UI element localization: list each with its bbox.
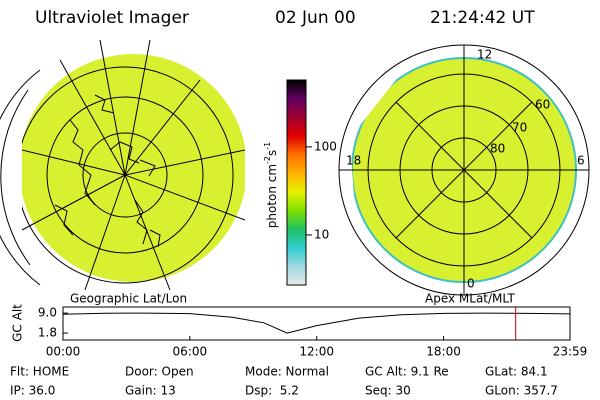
mlat-label: 70 xyxy=(512,121,527,135)
x-tick-label: 18:00 xyxy=(426,345,461,359)
y-axis-label: GC Alt xyxy=(11,304,25,342)
mlt-label: 0 xyxy=(467,277,475,291)
x-tick-label: 06:00 xyxy=(173,345,208,359)
mlat-label: 80 xyxy=(490,142,505,156)
x-tick-label: 00:00 xyxy=(46,345,81,359)
colorbar-tick-label: 10 xyxy=(314,227,329,241)
status-field: Gain: 13 xyxy=(125,384,176,398)
title: Ultraviolet Imager xyxy=(35,8,189,28)
status-field: IP: 36.0 xyxy=(10,384,55,398)
x-tick-label: 23:59 xyxy=(553,345,588,359)
status-field: Door: Open xyxy=(125,365,194,379)
x-tick-label: 12:00 xyxy=(299,345,334,359)
mlat-label: 60 xyxy=(535,98,550,112)
alt-plot-frame xyxy=(62,306,571,341)
status-field: Dsp: 5.2 xyxy=(245,384,299,398)
mlt-label: 6 xyxy=(577,154,585,168)
colorbar xyxy=(286,79,307,286)
status-field: Flt: HOME xyxy=(10,365,69,379)
colorbar-tick-label: 100 xyxy=(314,139,337,153)
time: 21:24:42 UT xyxy=(430,8,535,28)
label-sup: -2 xyxy=(263,156,272,164)
mlt-label: 18 xyxy=(346,154,361,168)
colorbar-label: photon cm-2s-1 xyxy=(263,142,279,229)
status-field: GC Alt: 9.1 Re xyxy=(365,365,449,379)
left-panel-label: Geographic Lat/Lon xyxy=(70,292,187,306)
label-part: s xyxy=(265,150,279,156)
label-sup: -1 xyxy=(263,142,272,150)
y-tick-label: 9.0 xyxy=(38,306,57,320)
y-tick-label: 1.8 xyxy=(38,326,57,340)
status-field: Seq: 30 xyxy=(365,384,411,398)
apex-image xyxy=(338,44,590,296)
geographic-image xyxy=(0,40,245,291)
status-field: GLat: 84.1 xyxy=(485,365,548,379)
date: 02 Jun 00 xyxy=(275,8,356,28)
status-field: GLon: 357.7 xyxy=(485,384,558,398)
status-field: Mode: Normal xyxy=(245,365,329,379)
mlt-label: 12 xyxy=(477,48,492,62)
right-panel-label: Apex MLat/MLT xyxy=(425,292,515,306)
label-part: photon cm xyxy=(265,164,279,228)
altitude-line xyxy=(62,312,571,334)
